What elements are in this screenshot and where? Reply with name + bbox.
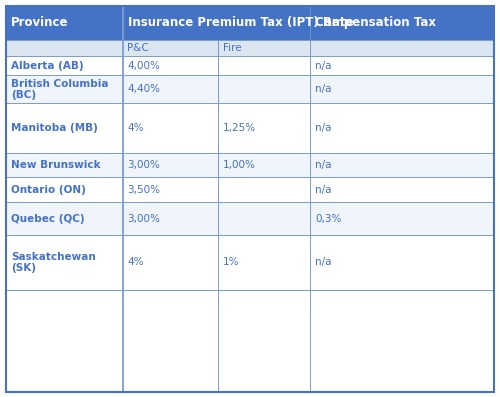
- Bar: [122, 6, 310, 40]
- Text: New Brunswick: New Brunswick: [11, 160, 101, 170]
- Text: Compensation Tax: Compensation Tax: [315, 16, 436, 29]
- Bar: [122, 177, 218, 202]
- Bar: [122, 103, 218, 153]
- Text: 3,00%: 3,00%: [128, 214, 160, 224]
- Text: n/a: n/a: [315, 123, 332, 133]
- Bar: [310, 235, 494, 290]
- Text: 3,50%: 3,50%: [128, 185, 160, 195]
- Bar: [310, 75, 494, 103]
- Bar: [310, 103, 494, 153]
- Text: 1,25%: 1,25%: [222, 123, 256, 133]
- Text: 1%: 1%: [222, 257, 239, 268]
- Bar: [310, 56, 494, 75]
- Text: n/a: n/a: [315, 160, 332, 170]
- Bar: [310, 202, 494, 235]
- Text: 4%: 4%: [128, 123, 144, 133]
- Text: P&C: P&C: [128, 43, 149, 53]
- Text: Fire: Fire: [222, 43, 241, 53]
- Bar: [218, 235, 310, 290]
- Text: 4,40%: 4,40%: [128, 84, 160, 94]
- Bar: [6, 6, 122, 40]
- Bar: [6, 75, 122, 103]
- Bar: [6, 56, 122, 75]
- Bar: [6, 103, 122, 153]
- Text: 1,00%: 1,00%: [222, 160, 256, 170]
- Text: n/a: n/a: [315, 84, 332, 94]
- Bar: [218, 290, 310, 392]
- Text: Insurance Premium Tax (IPT) Rate: Insurance Premium Tax (IPT) Rate: [128, 16, 353, 29]
- Bar: [310, 177, 494, 202]
- Bar: [310, 153, 494, 177]
- Bar: [218, 56, 310, 75]
- Text: Manitoba (MB): Manitoba (MB): [11, 123, 98, 133]
- Bar: [218, 177, 310, 202]
- Text: 4,00%: 4,00%: [128, 61, 160, 71]
- Bar: [218, 202, 310, 235]
- Bar: [218, 40, 310, 56]
- Text: Province: Province: [11, 16, 68, 29]
- Text: Ontario (ON): Ontario (ON): [11, 185, 86, 195]
- Text: Alberta (AB): Alberta (AB): [11, 61, 84, 71]
- Bar: [218, 153, 310, 177]
- Text: 0,3%: 0,3%: [315, 214, 342, 224]
- Bar: [6, 202, 122, 235]
- Bar: [122, 56, 218, 75]
- Bar: [310, 40, 494, 56]
- Text: 3,00%: 3,00%: [128, 160, 160, 170]
- Text: Saskatchewan
(SK): Saskatchewan (SK): [11, 252, 96, 273]
- Bar: [6, 40, 122, 56]
- Text: 4%: 4%: [128, 257, 144, 268]
- Text: n/a: n/a: [315, 61, 332, 71]
- Text: Quebec (QC): Quebec (QC): [11, 214, 85, 224]
- Bar: [122, 153, 218, 177]
- Bar: [122, 290, 218, 392]
- Bar: [122, 202, 218, 235]
- Text: British Columbia
(BC): British Columbia (BC): [11, 79, 108, 100]
- Text: n/a: n/a: [315, 185, 332, 195]
- Bar: [218, 103, 310, 153]
- Bar: [122, 40, 218, 56]
- Bar: [218, 75, 310, 103]
- Text: n/a: n/a: [315, 257, 332, 268]
- Bar: [310, 290, 494, 392]
- Bar: [6, 177, 122, 202]
- Bar: [122, 235, 218, 290]
- Bar: [310, 6, 494, 40]
- Bar: [6, 153, 122, 177]
- Bar: [6, 290, 122, 392]
- Bar: [6, 235, 122, 290]
- Bar: [122, 75, 218, 103]
